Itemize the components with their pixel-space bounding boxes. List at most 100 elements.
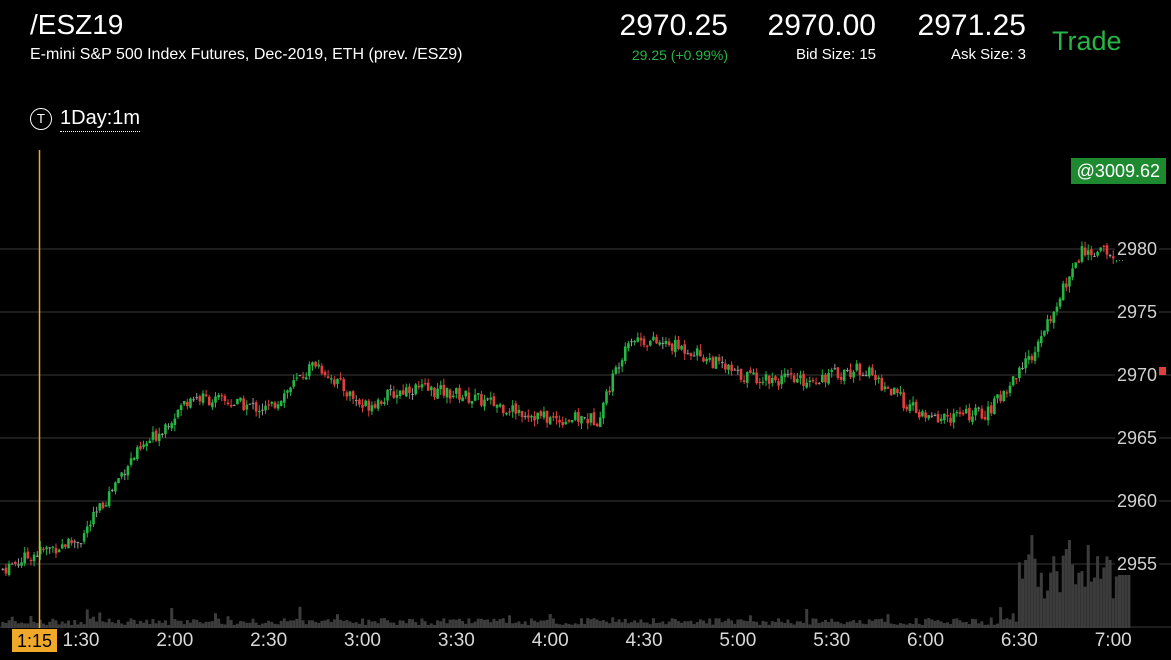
candle-body [470, 400, 474, 404]
volume-bar [980, 621, 984, 628]
candle-body [373, 404, 377, 408]
volume-bar [695, 622, 699, 628]
candle-body [739, 368, 743, 380]
candle-body [989, 405, 993, 414]
volume-bar [701, 620, 705, 628]
candle-body [789, 373, 793, 375]
volume-bar [29, 615, 33, 628]
volume-bar [1061, 555, 1065, 628]
candle-body [817, 383, 821, 385]
volume-bar [808, 624, 812, 628]
volume-bar [483, 619, 487, 628]
candle-body [173, 418, 177, 426]
volume-bar [814, 618, 818, 628]
candle-body [705, 358, 708, 362]
volume-bar [989, 617, 993, 628]
candle-body [536, 412, 539, 420]
candle-body [142, 444, 145, 448]
candle-body [182, 400, 186, 405]
candle-body [273, 402, 277, 408]
timeframe-label[interactable]: 1Day:1m [60, 106, 141, 132]
trade-button[interactable]: Trade [1052, 26, 1122, 56]
candle-body [492, 396, 496, 406]
volume-bar [570, 624, 574, 628]
volume-bar [949, 624, 953, 628]
candle-body [73, 541, 77, 543]
candle-body [570, 420, 574, 423]
volume-bar [874, 619, 878, 628]
candle-body [761, 381, 765, 384]
time-tick-label: 3:30 [437, 630, 475, 651]
last-price-block: 2970.25 29.25 (+0.99%) [598, 8, 728, 65]
candle-body [229, 405, 233, 407]
candle-body [354, 400, 358, 402]
volume-bar [1036, 586, 1040, 628]
volume-bar [1086, 544, 1090, 628]
candle-body [745, 372, 749, 383]
candle-body [555, 415, 558, 419]
candle-body [958, 412, 962, 414]
volume-bar [936, 619, 940, 628]
volume-bar [523, 621, 527, 628]
candle-body [993, 398, 996, 414]
candle-body [95, 511, 98, 513]
candle-body [986, 406, 990, 421]
candle-body [1102, 245, 1106, 247]
candle-body [861, 375, 865, 377]
volume-bar [830, 618, 834, 628]
candle-body [717, 357, 721, 361]
volume-bar [1005, 618, 1009, 628]
candle-body [276, 404, 280, 409]
candle-body [1, 568, 5, 570]
candle-body [64, 544, 67, 547]
volume-bar [245, 622, 249, 628]
volume-bar [789, 623, 793, 628]
candle-body [949, 417, 952, 423]
candle-body [1068, 276, 1071, 287]
timeframe-selector[interactable]: T 1Day:1m [30, 106, 141, 132]
candle-body [473, 394, 477, 401]
volume-bar [451, 619, 455, 628]
candle-body [936, 414, 940, 423]
candle-body [211, 402, 214, 408]
volume-bar [129, 618, 133, 628]
candle-body [839, 376, 843, 380]
volume-bar [930, 619, 934, 628]
volume-bar [723, 620, 727, 628]
candle-body [530, 415, 533, 418]
candle-body [952, 413, 956, 423]
candle-body [314, 361, 317, 367]
volume-bar [163, 620, 167, 628]
candle-body [580, 416, 583, 424]
volume-bar [889, 623, 893, 628]
candle-body [405, 387, 408, 397]
candle-body [458, 387, 461, 400]
candle-body [627, 343, 630, 349]
candle-body [846, 370, 849, 372]
volume-bar [742, 620, 746, 628]
candle-body [552, 416, 555, 418]
price-change: 29.25 (+0.99%) [631, 47, 728, 63]
volume-bar [54, 620, 58, 628]
volume-bar [858, 620, 862, 628]
volume-bar [773, 622, 777, 628]
candle-body [257, 410, 261, 413]
volume-bar [658, 622, 662, 628]
candle-body [736, 369, 740, 371]
chart-grid [0, 248, 1171, 628]
volume-bar [214, 613, 218, 628]
candle-body [542, 411, 546, 418]
volume-bar [439, 621, 443, 628]
volume-bar [226, 616, 230, 628]
volume-bar [176, 620, 180, 628]
candle-body [192, 399, 195, 401]
volume-bar [51, 618, 55, 628]
volume-bar [386, 620, 390, 628]
volume-bar [1124, 560, 1128, 628]
candle-body [802, 373, 805, 386]
volume-bar [970, 618, 974, 628]
candle-body [411, 394, 414, 396]
candle-body [974, 407, 977, 416]
candle-body [232, 404, 236, 406]
